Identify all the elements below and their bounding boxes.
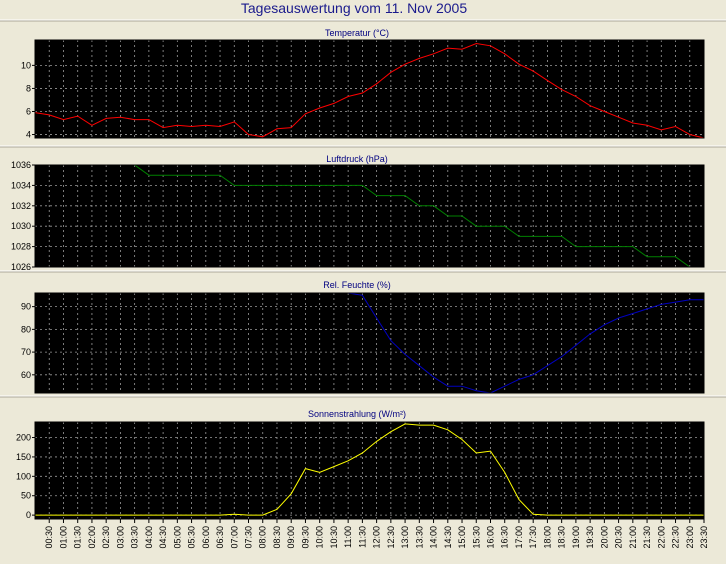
x-tick-label: 12:30 [386,526,396,549]
y-tick-label: 90 [21,302,31,312]
y-tick-label: 1034 [11,180,31,190]
panel-4: Sonnenstrahlung (W/m²) 0 50 100 150 200 [0,395,726,520]
x-tick-label: 05:30 [187,526,197,549]
y-tick-label: 1036 [11,160,31,170]
x-tick-label: 14:30 [443,526,453,549]
x-axis: 00:30 01:00 01:30 02:00 02:30 03:00 03:30 04:00… [44,519,709,549]
x-tick-label: 22:30 [671,526,681,549]
x-tick-label: 02:30 [101,526,111,549]
panel-3: Rel. Feuchte (%) 60 70 80 90 [0,270,726,394]
panel-1: Temperatur (°C) 4 6 8 10 [0,19,726,140]
x-tick-label: 07:30 [244,526,254,549]
y-tick-label: 1030 [11,221,31,231]
y-tick-label: 70 [21,347,31,357]
plot-area [35,293,704,393]
y-tick-label: 10 [21,60,31,70]
plot-frame [34,39,705,139]
y-tick-label: 1028 [11,242,31,252]
x-tick-label: 19:00 [571,526,581,549]
x-tick-label: 12:00 [372,526,382,549]
x-tick-label: 21:00 [628,526,638,549]
y-tick-label: 200 [16,433,31,443]
y-tick-label: 6 [26,106,31,116]
x-tick-label: 22:00 [656,526,666,549]
x-tick-label: 16:30 [500,526,510,549]
x-tick-label: 23:00 [685,526,695,549]
x-tick-label: 20:30 [614,526,624,549]
y-tick-label: 0 [26,510,31,520]
x-tick-label: 08:30 [272,526,282,549]
x-tick-label: 06:00 [201,526,211,549]
x-tick-label: 11:30 [357,526,367,548]
y-tick-label: 1032 [11,201,31,211]
x-tick-label: 10:30 [329,526,339,549]
series-line [35,423,704,516]
x-tick-label: 18:30 [557,526,567,549]
x-tick-label: 02:00 [87,526,97,549]
x-tick-label: 03:00 [115,526,125,549]
x-tick-label: 17:30 [528,526,538,549]
y-tick-label: 80 [21,324,31,334]
chart-title: Tagesauswertung vom 11. Nov 2005 [241,0,467,16]
x-tick-label: 17:00 [514,526,524,549]
x-tick-label: 10:00 [315,526,325,549]
x-tick-label: 01:00 [59,526,69,549]
x-tick-label: 06:30 [215,526,225,549]
x-tick-label: 20:00 [599,526,609,549]
x-tick-label: 13:00 [400,526,410,549]
x-tick-label: 11:00 [343,526,353,548]
x-tick-label: 23:30 [699,526,709,549]
series-line [35,42,704,138]
plot-frame [34,164,705,268]
y-tick-label: 60 [21,370,31,380]
chart-panels: Temperatur (°C) 4 6 8 10 Luftdruck (hPa) 1026 1… [0,19,726,520]
x-tick-label: 21:30 [642,526,652,549]
panel-title: Temperatur (°C) [325,28,389,38]
x-tick-label: 03:30 [130,526,140,549]
panel-title: Rel. Feuchte (%) [323,280,391,290]
x-tick-label: 07:00 [229,526,239,549]
y-tick-label: 1026 [11,262,31,272]
x-tick-label: 05:00 [172,526,182,549]
x-tick-label: 19:30 [585,526,595,549]
x-tick-label: 00:30 [44,526,54,549]
x-tick-label: 08:00 [258,526,268,549]
x-tick-label: 04:00 [144,526,154,549]
x-tick-label: 15:30 [471,526,481,549]
x-tick-label: 13:30 [414,526,424,549]
panel-2: Luftdruck (hPa) 1026 1028 1030 1032 1034 1036 [0,145,726,272]
plot-frame [34,292,705,394]
plot-area [35,40,704,138]
x-tick-label: 18:00 [542,526,552,549]
series-line [348,293,704,393]
plot-frame [34,421,705,520]
y-tick-label: 100 [16,471,31,481]
x-tick-label: 04:30 [158,526,168,549]
y-tick-label: 50 [21,491,31,501]
y-tick-label: 8 [26,83,31,93]
x-tick-label: 09:00 [286,526,296,549]
plot-area [35,422,704,519]
x-tick-label: 09:30 [300,526,310,549]
panel-title: Luftdruck (hPa) [326,154,388,164]
x-tick-label: 01:30 [73,526,83,549]
y-tick-label: 4 [26,130,31,140]
plot-area [35,165,704,267]
panel-title: Sonnenstrahlung (W/m²) [308,409,406,419]
x-tick-label: 15:00 [457,526,467,549]
y-tick-label: 150 [16,452,31,462]
x-tick-label: 14:00 [429,526,439,549]
x-tick-label: 16:00 [486,526,496,549]
